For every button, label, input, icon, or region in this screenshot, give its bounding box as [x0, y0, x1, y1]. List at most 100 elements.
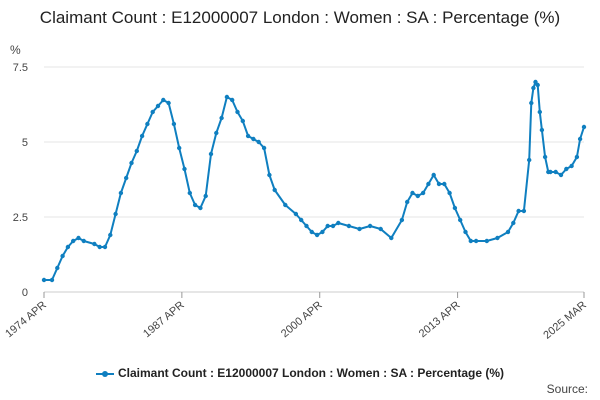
data-point[interactable]	[415, 193, 420, 199]
data-point[interactable]	[577, 136, 583, 142]
data-point[interactable]	[293, 211, 299, 217]
data-point[interactable]	[76, 235, 81, 241]
data-point[interactable]	[314, 232, 320, 238]
data-point[interactable]	[367, 223, 373, 229]
data-point[interactable]	[245, 133, 251, 139]
data-point[interactable]	[495, 235, 500, 241]
chart-title: Claimant Count : E12000007 London : Wome…	[39, 8, 561, 27]
data-point[interactable]	[219, 115, 224, 121]
x-tick-label: 2000 APR	[279, 299, 325, 340]
data-point[interactable]	[531, 85, 536, 91]
data-point[interactable]	[208, 151, 214, 157]
data-point[interactable]	[240, 118, 245, 124]
data-point[interactable]	[389, 235, 394, 241]
data-point[interactable]	[410, 190, 415, 196]
data-point[interactable]	[564, 166, 569, 172]
data-point[interactable]	[166, 100, 171, 106]
data-point[interactable]	[304, 223, 309, 229]
data-point[interactable]	[436, 181, 442, 187]
data-point[interactable]	[139, 133, 145, 139]
data-point[interactable]	[230, 97, 235, 103]
data-point[interactable]	[473, 238, 479, 244]
data-point[interactable]	[325, 223, 330, 229]
data-point[interactable]	[558, 172, 564, 178]
data-point[interactable]	[192, 202, 198, 208]
data-point[interactable]	[458, 217, 463, 223]
data-point[interactable]	[118, 190, 124, 196]
data-point[interactable]	[145, 121, 150, 127]
data-point[interactable]	[129, 160, 134, 166]
data-point[interactable]	[320, 229, 325, 235]
data-point[interactable]	[542, 154, 548, 160]
data-point[interactable]	[182, 166, 187, 172]
data-point[interactable]	[463, 229, 468, 235]
data-point[interactable]	[537, 109, 542, 115]
data-point[interactable]	[447, 190, 452, 196]
data-point[interactable]	[399, 217, 405, 223]
data-point[interactable]	[235, 109, 240, 115]
data-point[interactable]	[55, 265, 60, 271]
data-point[interactable]	[511, 220, 516, 226]
data-point[interactable]	[468, 238, 473, 244]
data-point[interactable]	[357, 226, 362, 232]
data-point[interactable]	[134, 148, 139, 154]
data-point[interactable]	[49, 277, 55, 283]
data-point[interactable]	[484, 238, 489, 244]
data-point[interactable]	[330, 223, 336, 229]
data-point[interactable]	[529, 100, 534, 106]
legend-label: Claimant Count : E12000007 London : Wome…	[117, 366, 505, 380]
data-point[interactable]	[108, 232, 113, 238]
y-tick-label: 0	[22, 287, 28, 299]
data-point[interactable]	[283, 202, 288, 208]
data-point[interactable]	[214, 130, 219, 136]
data-point[interactable]	[256, 139, 261, 145]
data-point[interactable]	[548, 169, 553, 175]
data-point[interactable]	[574, 154, 580, 160]
data-point[interactable]	[71, 238, 76, 244]
data-point[interactable]	[161, 97, 166, 103]
data-point[interactable]	[97, 244, 102, 250]
data-point[interactable]	[527, 157, 532, 163]
data-point[interactable]	[81, 238, 87, 244]
data-point[interactable]	[272, 187, 277, 193]
data-point[interactable]	[346, 223, 352, 229]
data-point[interactable]	[516, 208, 521, 214]
series-group	[41, 79, 587, 283]
data-point[interactable]	[203, 193, 208, 199]
data-point[interactable]	[442, 181, 447, 187]
data-point[interactable]	[309, 229, 314, 235]
data-point[interactable]	[378, 226, 383, 232]
data-point[interactable]	[155, 103, 161, 109]
data-point[interactable]	[92, 241, 97, 247]
data-point[interactable]	[521, 208, 527, 214]
data-point[interactable]	[251, 136, 256, 142]
data-point[interactable]	[65, 244, 71, 250]
data-point[interactable]	[505, 229, 511, 235]
data-point[interactable]	[150, 109, 155, 115]
data-point[interactable]	[452, 205, 458, 211]
data-point[interactable]	[198, 205, 203, 211]
data-point[interactable]	[113, 211, 118, 217]
data-point[interactable]	[336, 220, 341, 226]
data-point[interactable]	[124, 175, 129, 181]
data-point[interactable]	[539, 127, 545, 133]
x-axis: 1974 APR 1987 APR 2000 APR 2013 APR 2025 MAR	[3, 292, 589, 342]
data-point[interactable]	[187, 190, 192, 196]
data-point[interactable]	[405, 199, 410, 205]
data-point[interactable]	[431, 172, 436, 178]
data-point[interactable]	[41, 277, 47, 283]
data-point[interactable]	[177, 145, 182, 151]
data-point[interactable]	[60, 253, 65, 259]
data-point[interactable]	[553, 169, 558, 175]
data-point[interactable]	[261, 145, 267, 151]
data-point[interactable]	[420, 190, 426, 196]
data-point[interactable]	[299, 217, 304, 223]
data-point[interactable]	[171, 121, 177, 127]
data-point[interactable]	[535, 82, 540, 88]
data-point[interactable]	[581, 124, 587, 130]
data-point[interactable]	[426, 181, 431, 187]
data-point[interactable]	[569, 163, 574, 169]
data-point[interactable]	[224, 94, 230, 100]
data-point[interactable]	[102, 244, 108, 250]
data-point[interactable]	[267, 172, 272, 178]
